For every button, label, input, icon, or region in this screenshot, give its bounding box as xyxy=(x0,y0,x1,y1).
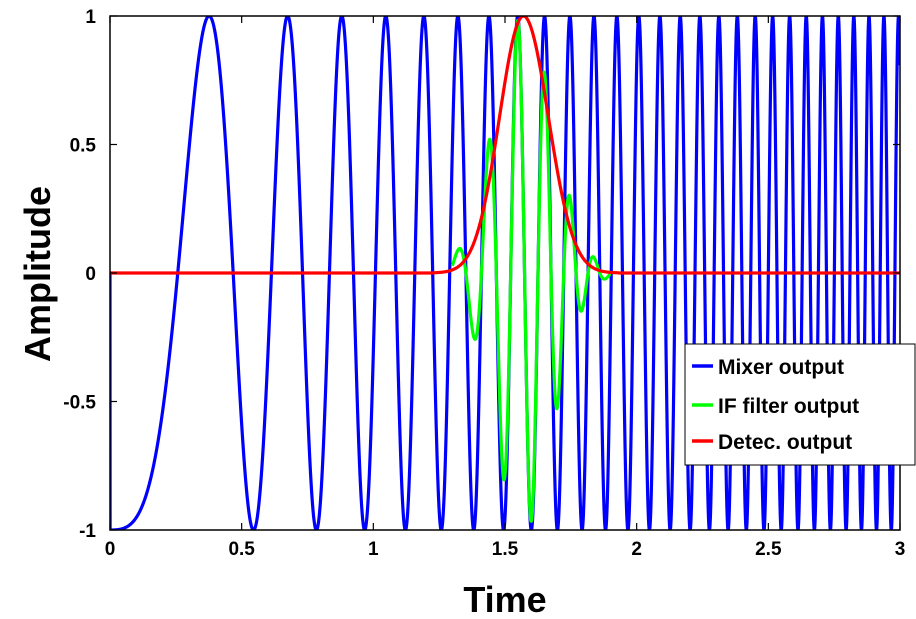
y-axis-title: Amplitude xyxy=(17,186,58,362)
axis-ticks: 0 0.5 1 1.5 2 2.5 3 -1 -0.5 0 0.5 1 xyxy=(63,7,905,560)
x-tick-label: 2.5 xyxy=(755,539,782,560)
legend: Mixer output IF filter output Detec. out… xyxy=(684,343,916,466)
legend-label-if-filter-output: IF filter output xyxy=(718,395,859,418)
legend-label-detec-output: Detec. output xyxy=(718,431,852,454)
y-tick-label: -0.5 xyxy=(63,393,96,414)
x-tick-label: 0.5 xyxy=(228,539,255,560)
x-axis-title: Time xyxy=(463,579,546,619)
x-tick-label: 2 xyxy=(631,539,642,560)
y-tick-label: 0.5 xyxy=(70,136,97,157)
series-detec-output-line xyxy=(110,16,900,275)
x-tick-label: 1 xyxy=(368,539,379,560)
x-tick-label: 0 xyxy=(105,539,116,560)
x-tick-label: 1.5 xyxy=(492,539,519,560)
plot-area-series xyxy=(110,16,900,530)
y-tick-label: 1 xyxy=(85,7,96,28)
legend-label-mixer-output: Mixer output xyxy=(718,356,844,379)
legend-box xyxy=(684,343,916,466)
x-tick-label: 3 xyxy=(895,539,906,560)
y-tick-label: -1 xyxy=(79,521,96,542)
series-if-filter-output-line xyxy=(450,19,612,523)
y-tick-label: 0 xyxy=(85,264,96,285)
